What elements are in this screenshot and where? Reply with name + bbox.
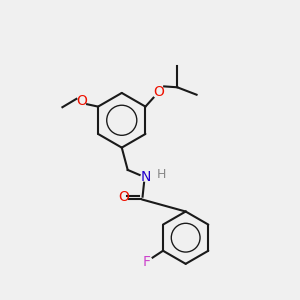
Text: N: N [140,170,151,184]
Text: O: O [153,85,164,99]
Text: F: F [143,255,151,269]
Text: H: H [157,168,167,181]
Text: O: O [118,190,129,204]
Text: O: O [76,94,87,108]
